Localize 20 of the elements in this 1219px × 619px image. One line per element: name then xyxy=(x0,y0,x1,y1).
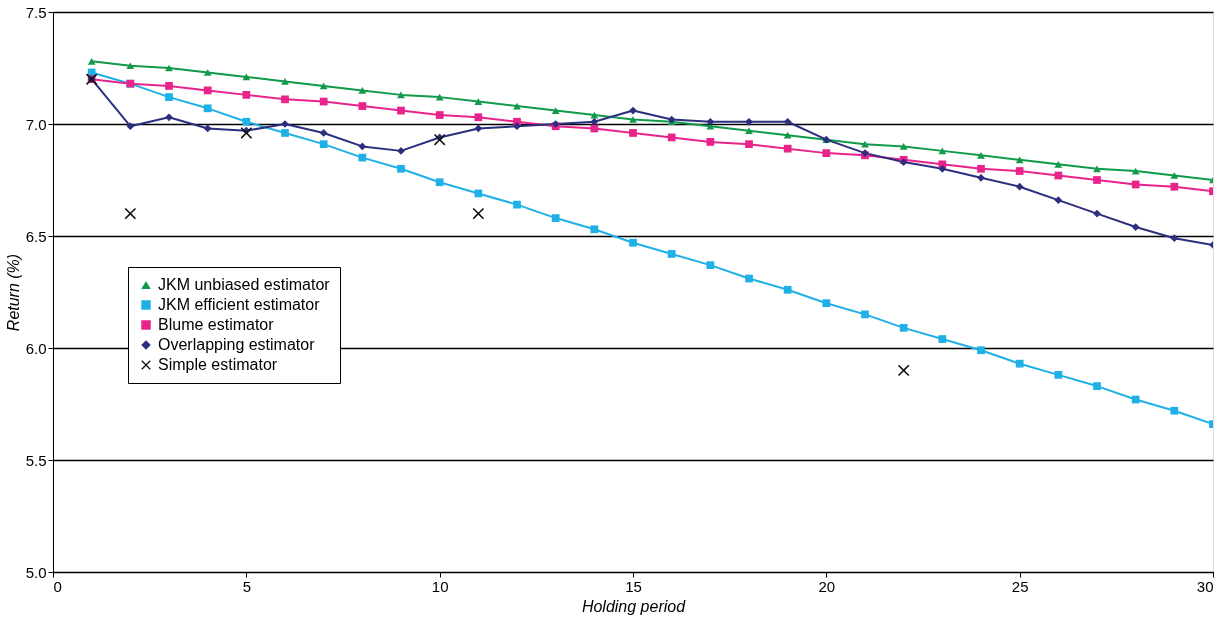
y-tick-label: 6.0 xyxy=(25,339,47,357)
y-tick-label: 6.5 xyxy=(25,227,47,245)
x-tick-label: 15 xyxy=(625,577,642,595)
x-tick-label: 10 xyxy=(431,577,449,595)
x-tick-label: 25 xyxy=(1011,577,1029,595)
y-tick-label: 5.5 xyxy=(25,451,47,469)
x-tick-label: 0 xyxy=(53,577,62,595)
x-axis-title: Holding period xyxy=(581,597,687,615)
y-tick-label: 7.5 xyxy=(25,3,47,21)
legend-label: Blume estimator xyxy=(158,316,275,333)
x-tick-label: 20 xyxy=(818,577,836,595)
x-tick-label: 30 xyxy=(1196,577,1214,595)
legend-label: JKM unbiased estimator xyxy=(158,276,331,293)
y-tick-label: 7.0 xyxy=(25,115,47,133)
legend-label: JKM efficient estimator xyxy=(158,296,321,313)
legend-label: Simple estimator xyxy=(158,356,278,373)
y-tick-label: 5.0 xyxy=(25,563,47,581)
x-tick-label: 5 xyxy=(242,577,252,595)
legend-label: Overlapping estimator xyxy=(158,336,316,353)
y-axis-title: Return (%) xyxy=(4,253,22,332)
